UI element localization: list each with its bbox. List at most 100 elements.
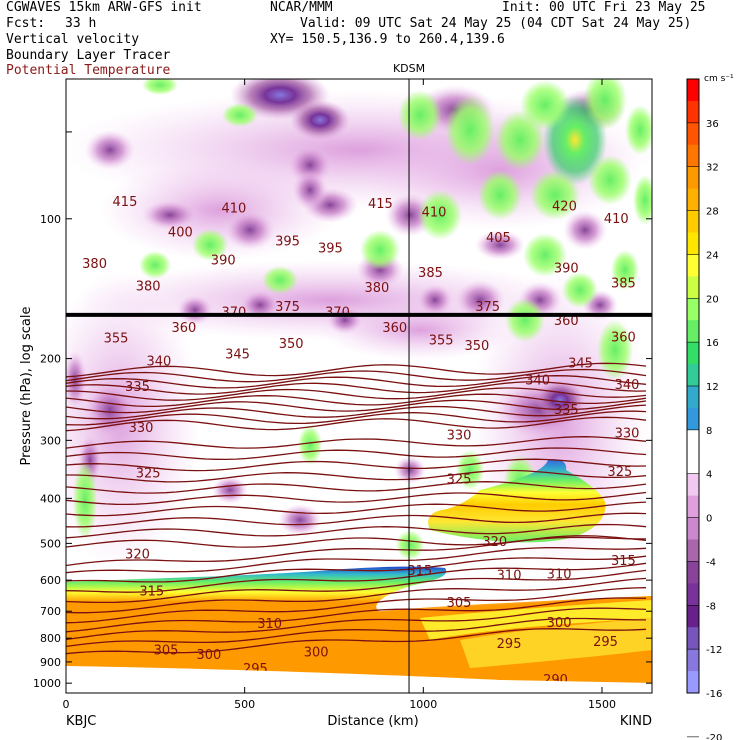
velocity-cell <box>222 103 258 127</box>
colorbar-swatch <box>687 386 699 409</box>
theta-label: 405 <box>486 231 511 246</box>
theta-label: 330 <box>615 427 640 442</box>
theta-label: 350 <box>465 339 490 354</box>
theta-label: 420 <box>552 199 577 214</box>
theta-contour-line <box>66 569 647 604</box>
colorbar-swatch <box>687 583 699 606</box>
colorbar-tick-label: -4 <box>706 557 716 568</box>
colorbar-tick-label: 20 <box>706 294 719 305</box>
theta-label: 360 <box>611 330 636 345</box>
theta-label: 350 <box>279 337 304 352</box>
theta-label: 375 <box>475 300 500 315</box>
plot-frame <box>65 78 653 694</box>
theta-label: 330 <box>447 429 472 444</box>
velocity-cell <box>142 200 198 230</box>
theta-label: 325 <box>607 465 632 480</box>
velocity-cell <box>611 250 639 290</box>
colorbar-swatch <box>687 100 699 124</box>
y-tick-label: 800 <box>40 632 61 645</box>
colorbar-tick-label: 24 <box>706 250 719 261</box>
colorbar-tick-label: 4 <box>706 470 712 481</box>
station-label: KDSM <box>393 62 425 75</box>
colorbar-swatch <box>687 561 699 584</box>
x-axis-label: Distance (km) <box>327 714 418 729</box>
theta-label: 315 <box>139 585 164 600</box>
velocity-cell <box>360 230 400 270</box>
terrain <box>66 666 652 693</box>
velocity-cell <box>177 295 213 325</box>
theta-contour-labels: 415 410 415 410 420 410 400 395 395 405 390 385 380 3… <box>82 195 640 688</box>
theta-label: 385 <box>611 277 636 292</box>
init-time: Init: 00 UTC Fri 23 May 25 <box>502 0 706 15</box>
velocity-cell <box>530 170 580 220</box>
y-tick-label: 700 <box>40 605 61 618</box>
velocity-cell <box>562 272 598 308</box>
y-axis: 100 200 300 400 500 600 700 800 900 1000 <box>33 131 652 690</box>
velocity-cell <box>478 170 522 220</box>
theta-contour-line <box>66 562 647 593</box>
colorbar-tick-label: -8 <box>706 601 716 612</box>
valid-time: Valid: 09 UTC Sat 24 May 25 (04 CDT Sat … <box>300 16 692 31</box>
theta-contour-line <box>66 436 647 449</box>
colorbar-swatch <box>687 649 699 672</box>
velocity-cell <box>563 210 607 250</box>
velocity-cell <box>505 298 545 342</box>
theta-contour-line <box>66 387 647 401</box>
theta-contour-line <box>66 393 647 408</box>
theta-contours <box>66 362 647 655</box>
field-vertical-velocity: Vertical velocity <box>6 32 140 47</box>
colorbar-swatch <box>687 210 699 233</box>
theta-label: 410 <box>604 212 629 227</box>
velocity-cell <box>475 230 525 260</box>
x-end-station: KIND <box>620 714 652 729</box>
theta-contour-line <box>66 555 647 583</box>
colorbar-tick-label: -20 <box>706 733 722 740</box>
theta-contour-line <box>66 404 647 420</box>
y-tick-label: 1000 <box>33 677 61 690</box>
y-axis-label: Pressure (hPa), log scale <box>19 307 34 466</box>
velocity-cell <box>583 79 627 130</box>
theta-contour-line <box>66 597 647 633</box>
colorbar-tick-label: 8 <box>706 426 712 437</box>
theta-label: 380 <box>82 257 107 272</box>
theta-contour-line <box>66 381 647 395</box>
theta-contour-line <box>66 416 647 432</box>
theta-contour-line <box>66 587 647 624</box>
colorbar-tick-label: -16 <box>706 689 722 700</box>
vertical-velocity-field <box>66 79 652 570</box>
theta-label: 315 <box>611 554 636 569</box>
theta-label: 305 <box>154 643 179 658</box>
field-potential-temperature: Potential Temperature <box>6 63 171 78</box>
theta-contour-line <box>66 368 647 383</box>
velocity-cell <box>100 160 340 260</box>
velocity-cell <box>278 504 322 536</box>
velocity-cell <box>142 79 178 95</box>
colorbar-swatch <box>687 79 699 102</box>
theta-label: 390 <box>211 254 236 269</box>
theta-contour-line <box>66 536 646 567</box>
theta-label: 320 <box>125 547 150 562</box>
theta-label: 360 <box>382 321 407 336</box>
theta-contour-line <box>66 447 647 461</box>
velocity-cell <box>225 210 275 250</box>
velocity-cell <box>588 155 632 205</box>
colorbar-tick-label: 12 <box>706 382 719 393</box>
theta-contour-line <box>66 628 647 655</box>
theta-contour-line <box>66 399 647 414</box>
velocity-cell <box>396 530 424 560</box>
velocity-cell <box>262 266 298 294</box>
theta-contour-line <box>66 535 647 548</box>
colorbar-units: cm s⁻¹ <box>704 74 734 84</box>
velocity-cell <box>290 100 350 140</box>
velocity-cell <box>633 175 652 225</box>
elevated-plume <box>428 459 606 543</box>
plot-area: 415 410 415 410 420 410 400 395 395 405 390 385 380 3… <box>66 79 652 693</box>
colorbar-swatch <box>687 407 699 431</box>
theta-contour-line <box>66 607 647 641</box>
theta-label: 340 <box>525 374 550 389</box>
velocity-cell <box>292 170 328 210</box>
theta-label: 325 <box>136 467 161 482</box>
theta-contour-line <box>66 410 647 426</box>
colorbar-swatch <box>687 342 699 365</box>
theta-label: 410 <box>222 201 247 216</box>
